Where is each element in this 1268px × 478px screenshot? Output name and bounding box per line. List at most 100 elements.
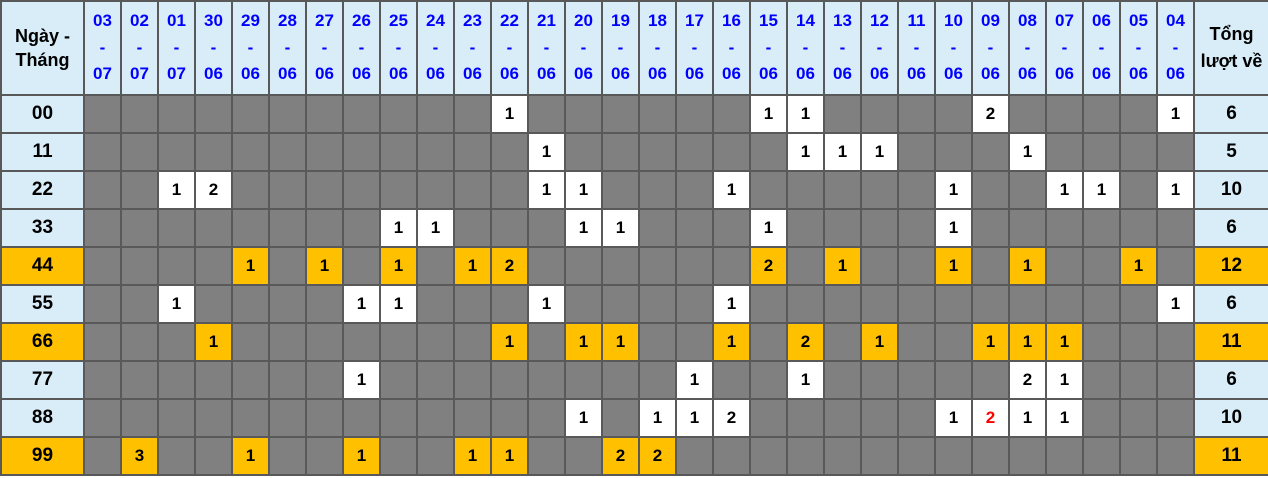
empty-cell bbox=[638, 284, 677, 324]
empty-cell bbox=[823, 398, 862, 438]
empty-cell bbox=[860, 360, 899, 400]
empty-cell bbox=[897, 436, 936, 476]
count-cell: 1 bbox=[823, 132, 862, 172]
empty-cell bbox=[342, 398, 381, 438]
empty-cell bbox=[897, 208, 936, 248]
empty-cell bbox=[564, 246, 603, 286]
empty-cell bbox=[527, 208, 566, 248]
count-cell: 1 bbox=[453, 436, 492, 476]
empty-cell bbox=[120, 360, 159, 400]
column-header-date: 09-06 bbox=[971, 0, 1010, 96]
empty-cell bbox=[1119, 322, 1158, 362]
empty-cell bbox=[971, 208, 1010, 248]
empty-cell bbox=[823, 170, 862, 210]
column-header-date: 06-06 bbox=[1082, 0, 1121, 96]
count-cell: 1 bbox=[712, 322, 751, 362]
empty-cell bbox=[342, 208, 381, 248]
count-cell: 1 bbox=[379, 284, 418, 324]
empty-cell bbox=[1045, 436, 1084, 476]
empty-cell bbox=[1082, 94, 1121, 134]
empty-cell bbox=[194, 360, 233, 400]
table-row: 88 1 1 1 2 1 2 1 1 10 bbox=[0, 398, 1268, 438]
empty-cell bbox=[712, 360, 751, 400]
count-cell: 1 bbox=[1008, 246, 1047, 286]
empty-cell bbox=[231, 284, 270, 324]
count-cell: 1 bbox=[934, 170, 973, 210]
column-header-date: 20-06 bbox=[564, 0, 603, 96]
count-cell: 1 bbox=[712, 284, 751, 324]
empty-cell bbox=[83, 246, 122, 286]
empty-cell bbox=[971, 246, 1010, 286]
empty-cell bbox=[527, 322, 566, 362]
empty-cell bbox=[1082, 436, 1121, 476]
row-total: 10 bbox=[1193, 170, 1268, 210]
column-header-date: 29-06 bbox=[231, 0, 270, 96]
empty-cell bbox=[675, 322, 714, 362]
empty-cell bbox=[1156, 436, 1195, 476]
empty-cell bbox=[860, 246, 899, 286]
empty-cell bbox=[823, 284, 862, 324]
empty-cell bbox=[379, 170, 418, 210]
empty-cell bbox=[120, 398, 159, 438]
empty-cell bbox=[120, 208, 159, 248]
count-cell: 1 bbox=[231, 246, 270, 286]
count-cell: 1 bbox=[860, 322, 899, 362]
empty-cell bbox=[453, 208, 492, 248]
empty-cell bbox=[83, 170, 122, 210]
empty-cell bbox=[749, 360, 788, 400]
column-header-date: 01-07 bbox=[157, 0, 196, 96]
empty-cell bbox=[897, 132, 936, 172]
empty-cell bbox=[860, 170, 899, 210]
column-header-date: 15-06 bbox=[749, 0, 788, 96]
total-column-header: Tổng lượt về bbox=[1193, 0, 1268, 96]
empty-cell bbox=[490, 132, 529, 172]
empty-cell bbox=[786, 170, 825, 210]
empty-cell bbox=[749, 284, 788, 324]
row-label: 22 bbox=[0, 170, 85, 210]
empty-cell bbox=[1082, 322, 1121, 362]
empty-cell bbox=[749, 322, 788, 362]
empty-cell bbox=[638, 132, 677, 172]
empty-cell bbox=[120, 246, 159, 286]
count-cell: 1 bbox=[1156, 284, 1195, 324]
empty-cell bbox=[268, 170, 307, 210]
count-cell: 1 bbox=[1045, 322, 1084, 362]
count-cell: 1 bbox=[194, 322, 233, 362]
empty-cell bbox=[268, 360, 307, 400]
empty-cell bbox=[416, 132, 455, 172]
count-cell: 1 bbox=[490, 94, 529, 134]
empty-cell bbox=[601, 246, 640, 286]
row-total: 12 bbox=[1193, 246, 1268, 286]
empty-cell bbox=[527, 246, 566, 286]
empty-cell bbox=[749, 398, 788, 438]
empty-cell bbox=[490, 398, 529, 438]
empty-cell bbox=[268, 436, 307, 476]
column-header-date: 16-06 bbox=[712, 0, 751, 96]
count-cell: 1 bbox=[749, 208, 788, 248]
empty-cell bbox=[379, 398, 418, 438]
empty-cell bbox=[971, 284, 1010, 324]
count-cell: 1 bbox=[342, 436, 381, 476]
table-row: 77 1 1 1 2 1 6 bbox=[0, 360, 1268, 400]
empty-cell bbox=[1008, 94, 1047, 134]
row-label: 00 bbox=[0, 94, 85, 134]
count-cell: 1 bbox=[1045, 398, 1084, 438]
count-cell: 1 bbox=[379, 208, 418, 248]
empty-cell bbox=[490, 360, 529, 400]
empty-cell bbox=[675, 284, 714, 324]
row-label: 99 bbox=[0, 436, 85, 476]
empty-cell bbox=[157, 94, 196, 134]
empty-cell bbox=[897, 170, 936, 210]
count-cell: 1 bbox=[490, 436, 529, 476]
empty-cell bbox=[934, 94, 973, 134]
empty-cell bbox=[83, 132, 122, 172]
column-header-date: 24-06 bbox=[416, 0, 455, 96]
empty-cell bbox=[231, 132, 270, 172]
empty-cell bbox=[305, 322, 344, 362]
count-cell: 2 bbox=[638, 436, 677, 476]
count-cell: 1 bbox=[786, 132, 825, 172]
empty-cell bbox=[527, 436, 566, 476]
count-cell: 2 bbox=[194, 170, 233, 210]
table-header: Ngày - Tháng 03-07 02-07 01-07 30-06 29-06 28… bbox=[0, 0, 1268, 96]
row-total: 10 bbox=[1193, 398, 1268, 438]
